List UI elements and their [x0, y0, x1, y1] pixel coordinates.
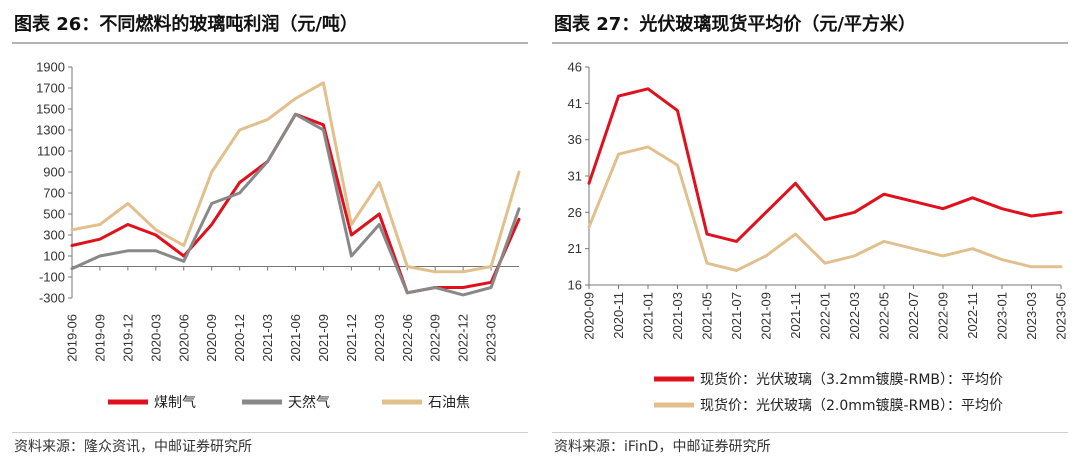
y-tick-label: 500: [43, 207, 65, 222]
x-tick-label: 2021-03: [260, 314, 275, 362]
x-tick-label: 2021-09: [759, 292, 774, 340]
x-tick-label: 2022-06: [400, 314, 415, 362]
y-tick-label: 900: [43, 165, 65, 180]
x-tick-label: 2023-01: [995, 292, 1010, 340]
legend-label: 石油焦: [428, 395, 470, 411]
chart-title: 图表 26：不同燃料的玻璃吨利润（元/吨）: [14, 14, 358, 35]
legend-label: 天然气: [288, 394, 330, 411]
x-tick-label: 2021-01: [641, 292, 656, 340]
x-tick-label: 2021-09: [316, 314, 331, 362]
legend-label: 煤制气: [154, 395, 196, 411]
x-tick-label: 2022-05: [877, 292, 892, 340]
pv-glass-price-panel: 图表 27：光伏玻璃现货平均价（元/平方米） 16 21 26 31 36 41 46 202…: [540, 0, 1080, 470]
x-tick-label: 2022-09: [936, 292, 951, 340]
x-tick-label: 2020-11: [611, 292, 626, 339]
source-divider: [552, 432, 1068, 433]
x-tick-label: 2019-09: [92, 314, 107, 362]
x-tick-label: 2019-06: [65, 314, 80, 362]
x-tick-label: 2021-12: [344, 314, 359, 362]
x-tick-label: 2022-12: [456, 314, 471, 362]
x-tick-label: 2022-03: [372, 314, 387, 362]
x-tick-label: 2022-09: [428, 314, 443, 362]
x-tick-label: 2021-03: [670, 292, 685, 340]
y-tick-label: 31: [568, 169, 582, 184]
title-divider: [552, 42, 1068, 44]
profit-line-chart: -300 -100 100 300 500 700 900 1100 1300 1500 1700 1…: [36, 60, 521, 411]
chart-title: 图表 27：光伏玻璃现货平均价（元/平方米）: [554, 14, 916, 35]
x-tick-label: 2023-05: [1054, 292, 1069, 340]
x-tick-label: 2023-03: [484, 314, 499, 362]
x-tick-label: 2020-06: [176, 314, 191, 362]
y-tick-label: 21: [568, 241, 582, 256]
y-tick-label: 41: [568, 96, 582, 111]
y-tick-label: 300: [43, 228, 65, 243]
x-tick-label: 2019-12: [120, 314, 135, 362]
x-tick-label: 2022-03: [847, 292, 862, 340]
y-tick-label: 1500: [36, 102, 65, 117]
y-tick-label: 1900: [36, 60, 65, 75]
x-tick-label: 2020-09: [204, 314, 219, 362]
profit-chart-panel: 图表 26：不同燃料的玻璃吨利润（元/吨） -300 -100 100 300 500 7…: [12, 14, 528, 455]
y-tick-label: 26: [568, 205, 582, 220]
series-line-2: [587, 145, 1063, 272]
x-tick-label: 2021-07: [729, 292, 744, 340]
series-line-2: [70, 112, 521, 297]
title-divider: [12, 42, 528, 44]
y-tick-label: 46: [568, 60, 582, 75]
x-tick-label: 2021-06: [288, 314, 303, 362]
y-tick-label: 1700: [36, 81, 65, 96]
x-tick-label: 2020-03: [148, 314, 163, 362]
pv-glass-price-line-chart: 16 21 26 31 36 41 46 2020-09 2020-11 2021-01 2021-…: [568, 60, 1069, 415]
x-tick-label: 2021-11: [788, 292, 803, 339]
y-tick-label: 1100: [37, 144, 65, 159]
x-tick-label: 2023-03: [1024, 292, 1039, 340]
series-line-3: [70, 81, 521, 274]
legend-label: 现货价：光伏玻璃（3.2mm镀膜-RMB）：平均价: [700, 371, 1003, 388]
y-tick-label: 1300: [36, 123, 65, 138]
y-tick-label: -100: [39, 270, 65, 285]
x-tick-label: 2022-07: [906, 292, 921, 340]
y-tick-label: 16: [568, 278, 582, 293]
legend-label: 现货价：光伏玻璃（2.0mm镀膜-RMB）：平均价: [700, 397, 1003, 414]
series-line-1: [587, 87, 1063, 243]
y-tick-label: 36: [568, 132, 582, 147]
x-tick-label: 2022-11: [965, 292, 980, 339]
source-note: 资料来源：iFinD，中邮证券研究所: [554, 439, 771, 455]
source-divider: [12, 432, 528, 433]
y-tick-label: 100: [43, 249, 65, 264]
x-tick-label: 2021-05: [700, 292, 715, 340]
x-tick-label: 2020-09: [582, 292, 597, 340]
source-note: 资料来源：隆众资讯，中邮证券研究所: [14, 439, 252, 455]
y-tick-label: -300: [39, 291, 65, 306]
x-tick-label: 2020-12: [232, 314, 247, 362]
y-tick-label: 700: [43, 186, 65, 201]
x-tick-label: 2022-01: [818, 292, 833, 340]
